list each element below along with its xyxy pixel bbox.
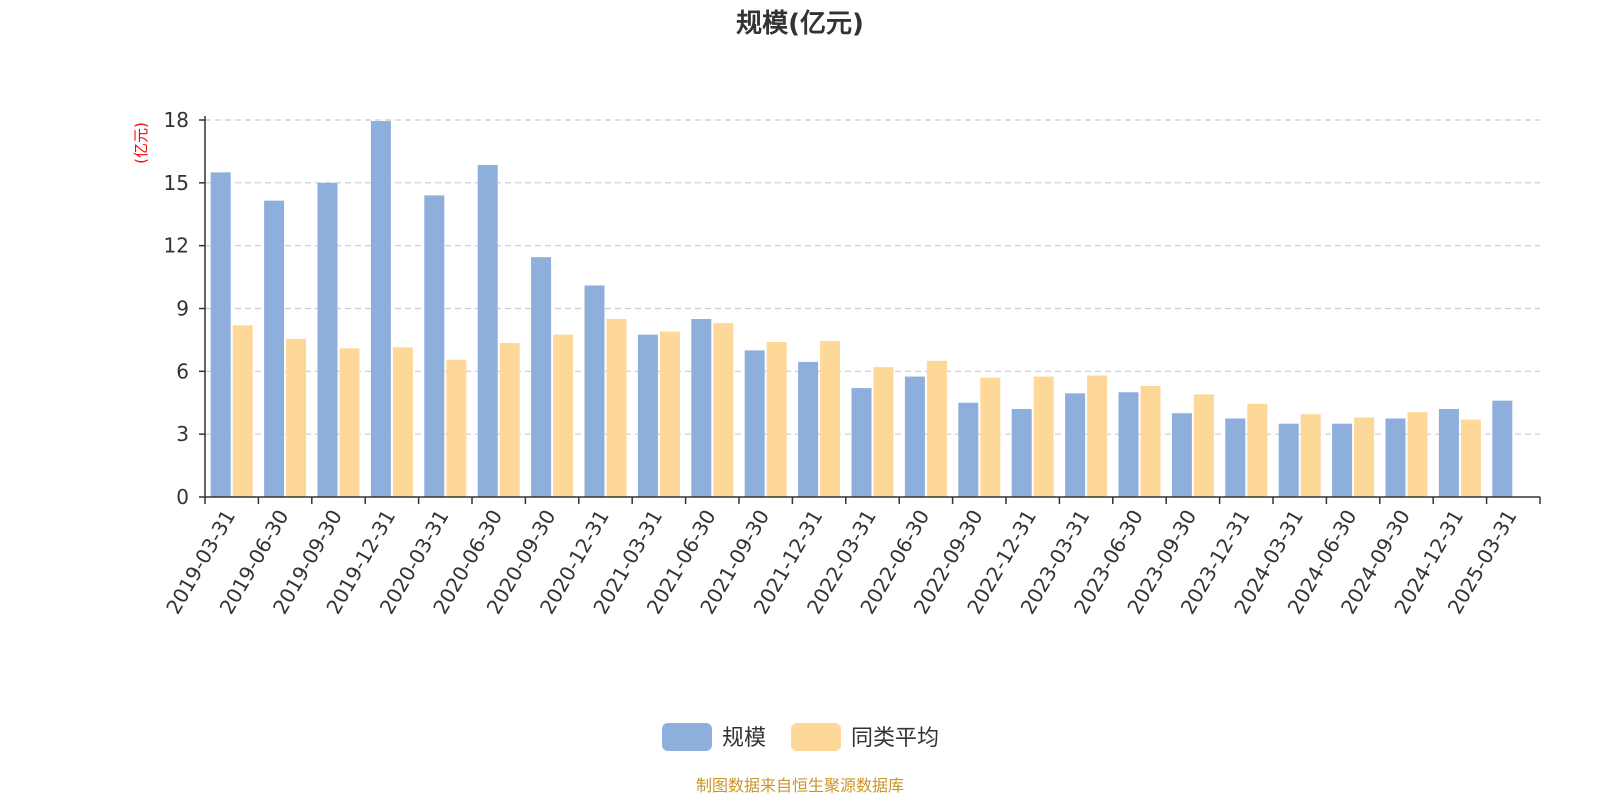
bar-scale-2023-03-31[interactable] <box>1065 393 1086 497</box>
y-tick-label: 0 <box>176 485 189 509</box>
bar-peer-average-2019-12-31[interactable] <box>392 347 413 497</box>
axes: 03691215182019-03-312019-06-302019-09-30… <box>161 108 1541 618</box>
bar-scale-2021-03-31[interactable] <box>637 334 658 497</box>
bar-peer-average-2023-09-30[interactable] <box>1193 394 1214 497</box>
bar-peer-average-2023-03-31[interactable] <box>1087 375 1108 497</box>
legend-swatch-peer-average[interactable] <box>791 723 841 751</box>
source-note: 制图数据来自恒生聚源数据库 <box>696 776 904 795</box>
bar-peer-average-2022-06-30[interactable] <box>926 360 947 497</box>
bar-peer-average-2019-09-30[interactable] <box>339 348 360 497</box>
bar-scale-2024-06-30[interactable] <box>1332 423 1353 497</box>
bar-peer-average-2021-03-31[interactable] <box>659 331 680 497</box>
bar-peer-average-2021-09-30[interactable] <box>766 342 787 497</box>
bar-scale-2019-03-31[interactable] <box>210 172 231 497</box>
bar-scale-2021-06-30[interactable] <box>691 318 712 497</box>
bar-scale-2021-12-31[interactable] <box>798 361 819 497</box>
legend-label-peer-average[interactable]: 同类平均 <box>851 726 939 751</box>
y-axis-label: (亿元) <box>132 122 150 164</box>
bar-peer-average-2020-12-31[interactable] <box>606 318 627 497</box>
bar-peer-average-2020-09-30[interactable] <box>553 334 574 497</box>
bar-peer-average-2021-06-30[interactable] <box>713 323 734 497</box>
bar-scale-2022-09-30[interactable] <box>958 402 979 497</box>
bar-scale-2024-03-31[interactable] <box>1278 423 1299 497</box>
bar-peer-average-2023-12-31[interactable] <box>1247 403 1268 497</box>
bar-peer-average-2022-09-30[interactable] <box>980 377 1001 497</box>
y-tick-label: 18 <box>164 108 189 132</box>
bar-peer-average-2024-12-31[interactable] <box>1460 419 1481 497</box>
bar-scale-2021-09-30[interactable] <box>744 350 765 497</box>
bar-scale-2020-06-30[interactable] <box>477 165 498 497</box>
legend[interactable]: 规模 同类平均 <box>662 723 939 751</box>
bar-peer-average-2019-06-30[interactable] <box>286 338 307 497</box>
bar-scale-2023-06-30[interactable] <box>1118 392 1139 497</box>
bar-scale-2024-09-30[interactable] <box>1385 418 1406 497</box>
bar-scale-2019-06-30[interactable] <box>264 200 285 497</box>
bar-scale-2022-06-30[interactable] <box>904 376 925 497</box>
bar-peer-average-2020-03-31[interactable] <box>446 359 467 497</box>
bar-scale-2022-12-31[interactable] <box>1011 409 1032 497</box>
y-tick-label: 6 <box>176 359 189 383</box>
legend-label-scale[interactable]: 规模 <box>722 726 766 751</box>
bar-peer-average-2024-03-31[interactable] <box>1300 414 1321 497</box>
bar-peer-average-2024-09-30[interactable] <box>1407 412 1428 497</box>
chart-title: 规模(亿元) <box>736 9 864 39</box>
bar-scale-2020-03-31[interactable] <box>424 195 445 497</box>
bar-peer-average-2020-06-30[interactable] <box>499 343 520 497</box>
bars <box>210 121 1513 498</box>
y-tick-label: 3 <box>176 422 189 446</box>
bar-scale-2024-12-31[interactable] <box>1438 409 1459 497</box>
bar-scale-2023-09-30[interactable] <box>1171 413 1192 497</box>
bar-scale-2022-03-31[interactable] <box>851 388 872 497</box>
bar-scale-2019-12-31[interactable] <box>370 121 391 497</box>
bar-peer-average-2022-03-31[interactable] <box>873 367 894 497</box>
bar-peer-average-2023-06-30[interactable] <box>1140 385 1161 497</box>
y-tick-label: 12 <box>164 234 189 258</box>
bar-peer-average-2024-06-30[interactable] <box>1354 417 1375 497</box>
bar-scale-2019-09-30[interactable] <box>317 182 338 498</box>
legend-swatch-scale[interactable] <box>662 723 712 751</box>
bar-peer-average-2019-03-31[interactable] <box>232 325 253 497</box>
bar-scale-2025-03-31[interactable] <box>1492 400 1513 497</box>
bar-scale-2020-12-31[interactable] <box>584 285 605 497</box>
bar-peer-average-2021-12-31[interactable] <box>820 340 841 497</box>
y-tick-label: 15 <box>164 171 189 195</box>
y-tick-label: 9 <box>176 297 189 321</box>
bar-peer-average-2022-12-31[interactable] <box>1033 376 1054 497</box>
bar-scale-2023-12-31[interactable] <box>1225 418 1246 497</box>
bar-scale-2020-09-30[interactable] <box>531 257 552 497</box>
